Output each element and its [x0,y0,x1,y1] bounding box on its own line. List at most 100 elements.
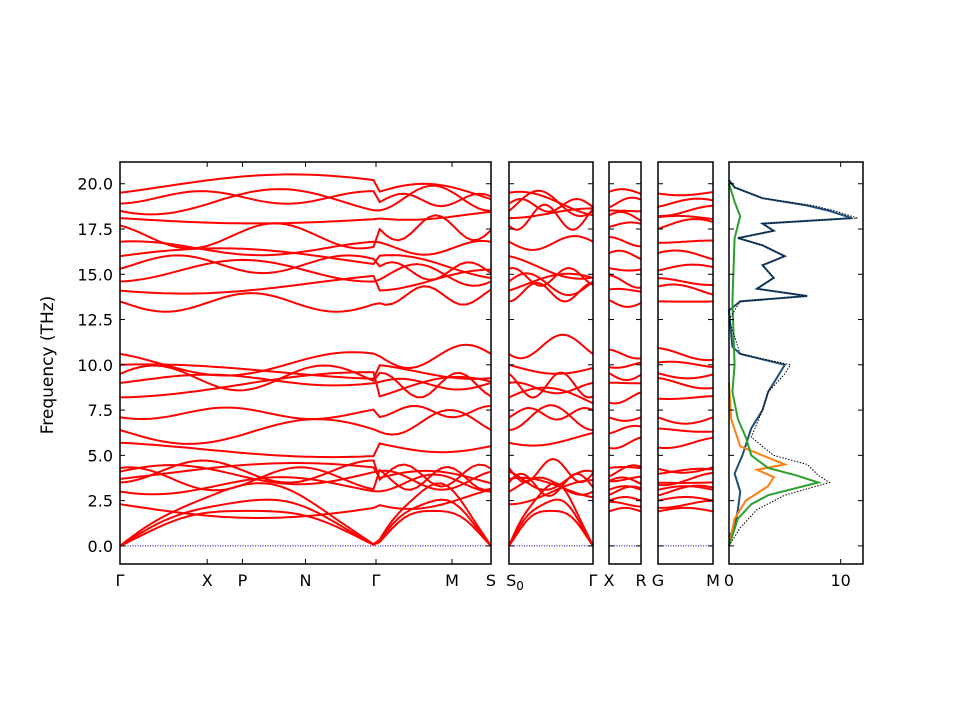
band-line [119,373,492,391]
band-line [657,395,713,400]
y-tick-label: 2.5 [88,492,113,511]
band-line [608,466,642,470]
band-line [657,191,714,197]
band-line [658,277,713,286]
band-line [119,462,492,485]
band-line [508,404,594,431]
y-tick-label: 10.0 [77,356,113,375]
band-line [657,347,714,362]
band-line [608,210,642,222]
band-line [119,364,492,399]
band-line [508,498,594,547]
dos-panel: 0 10 [724,161,864,590]
dos-series-line [728,179,858,547]
band-line [608,476,642,485]
band-line [609,209,641,213]
band-line [657,436,714,449]
band-line [657,249,714,261]
band-line [119,247,492,279]
band-line [508,255,594,280]
band-line [608,506,642,513]
band-line [508,509,594,547]
band-line [119,465,492,492]
band-line [119,363,492,380]
band-line [608,416,642,422]
band-line [508,469,594,491]
panel-frame [657,161,714,565]
band-line [119,190,492,208]
band-line [119,173,492,201]
band-line [657,218,714,230]
band-line [609,381,641,385]
band-panels: Γ X P N Γ M S S0 Γ X R G M [116,161,720,593]
x-tick-label: X [202,571,213,590]
band-line [119,210,492,225]
x-tick-label: N [300,571,312,590]
band-line [608,287,642,293]
band-line [508,458,594,484]
band-line [658,239,713,244]
x-tick-label: X [604,571,615,590]
band-line [658,427,714,433]
y-axis: 0.0 2.5 5.0 7.5 10.0 12.5 15.0 17.5 20.0 [77,175,113,556]
band-line [657,283,714,296]
band-line [609,500,641,508]
band-line [119,482,492,547]
x-tick-label: M [706,571,720,590]
y-tick-label: 12.5 [77,311,113,330]
y-axis-label: Frequency (THz) [38,296,58,435]
band-line [657,506,714,513]
band-line [608,485,642,491]
band-line [609,236,641,248]
band-line [657,263,714,272]
band-line [119,343,492,377]
band-line [657,466,714,474]
band-line [508,197,594,213]
dos-series-line [728,183,822,547]
band-line [119,254,492,281]
y-tick-label: 20.0 [77,175,113,194]
y-tick-label: 5.0 [88,446,113,465]
band-line [508,267,594,287]
band-line [119,473,492,496]
band-line [508,333,594,360]
band-line [119,268,492,295]
band-line [508,235,594,251]
band-line [608,249,642,261]
band-line [119,285,492,313]
band-line [609,348,642,360]
band-line [658,204,714,217]
band-line [608,188,642,195]
band-line [608,221,642,228]
x-tick-label: S0 [506,571,524,593]
y-tick-label: 7.5 [88,401,113,420]
band-line [508,472,594,497]
band-line [608,475,641,483]
band-line [608,496,642,502]
x-tick-label: Γ [589,571,598,590]
band-line [657,496,714,502]
dos-series-line [727,179,853,538]
band-line [119,240,492,257]
dos-x-tick-label: 10 [830,571,850,590]
band-line [119,184,492,216]
band-line [119,441,492,459]
x-tick-label: Γ [116,571,125,590]
band-line [119,488,492,519]
band-line [119,464,492,491]
band-line [608,424,642,435]
band-line [657,197,714,208]
band-line [508,381,594,395]
band-line [608,196,642,209]
band-line [608,361,642,369]
x-tick-label: Γ [372,571,381,590]
band-line [509,207,593,220]
band-line [119,214,492,250]
band-line [608,299,642,308]
band-line [119,404,492,421]
band-line [608,391,642,405]
y-tick-label: 0.0 [88,537,113,556]
x-tick-label: M [445,571,459,590]
band-line [657,360,714,369]
